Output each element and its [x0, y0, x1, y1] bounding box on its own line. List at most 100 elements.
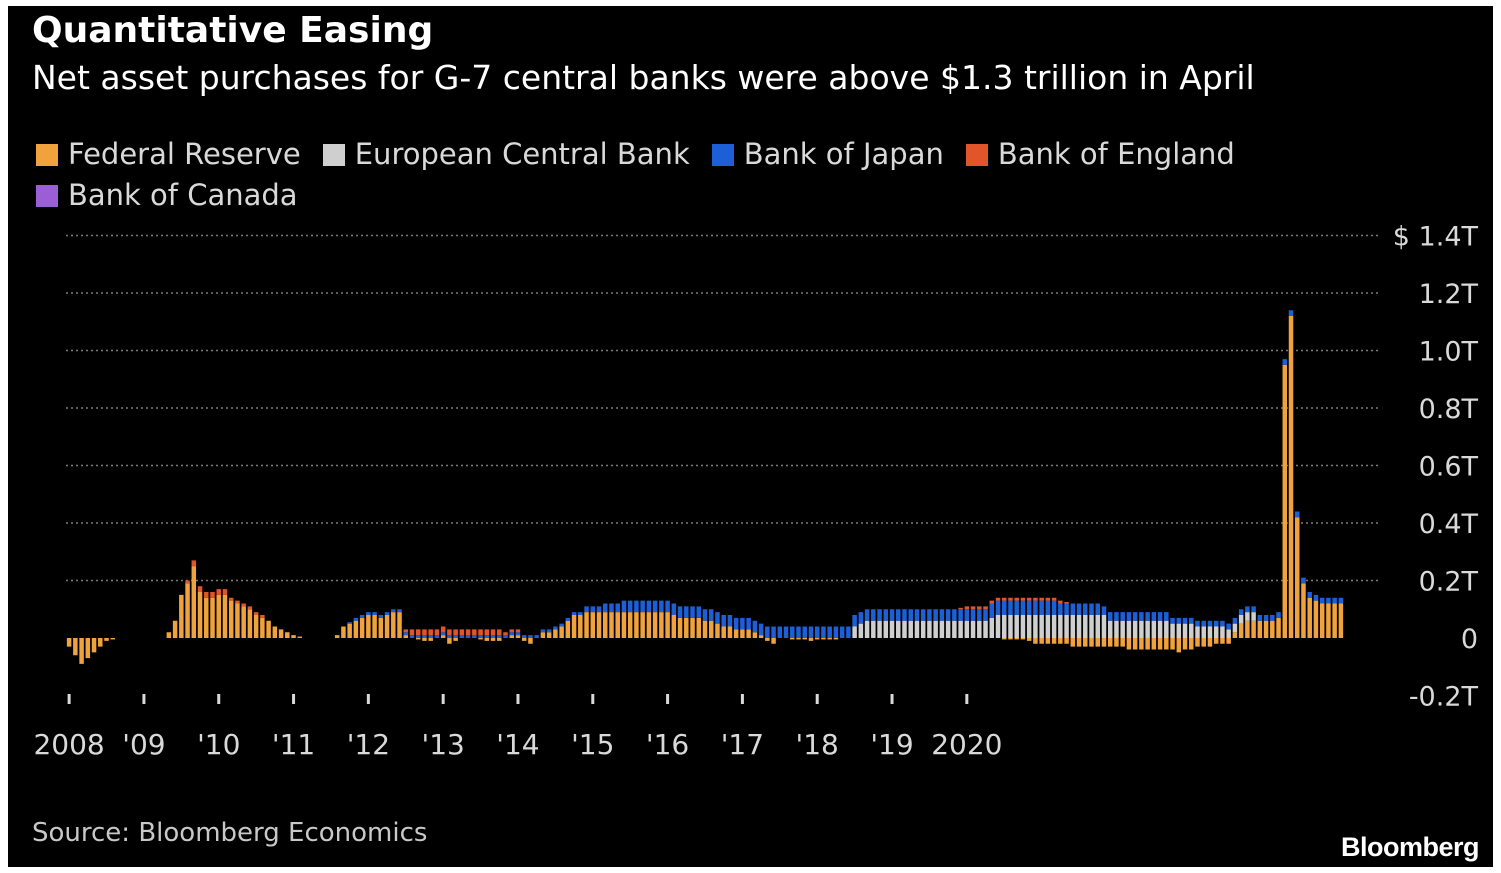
- bar-segment-2-194: [1276, 612, 1281, 618]
- bar-segment-2-169: [1120, 612, 1125, 621]
- bar-segment-1-145: [970, 620, 976, 638]
- bar-segment-1-165: [1095, 615, 1100, 638]
- bar-segment-3-160: [1064, 602, 1069, 604]
- bar-segment-2-92: [640, 600, 645, 613]
- y-tick-label: 0.6T: [1419, 452, 1479, 483]
- bar-segment-2-128: [864, 609, 870, 621]
- bar-segment-0-27: [235, 603, 240, 638]
- bar-segment-3-155: [1033, 597, 1038, 601]
- bar-segment-0-30: [253, 615, 259, 638]
- bar-segment-2-79: [559, 623, 564, 627]
- bar-segment-3-70: [503, 632, 508, 636]
- bar-segment-1-156: [1039, 615, 1044, 638]
- bar-segment-0-0: [66, 638, 72, 647]
- bar-segment-2-197: [1295, 511, 1300, 518]
- bar-segment-2-135: [908, 609, 913, 621]
- bar-segment-2-127: [858, 612, 864, 624]
- bar-segment-2-187: [1232, 617, 1238, 624]
- x-tick-label: '13: [422, 728, 465, 761]
- bar-segment-2-90: [627, 600, 633, 613]
- bar-segment-2-108: [740, 617, 745, 630]
- bar-segment-1-184: [1213, 626, 1219, 638]
- bar-segment-2-155: [1033, 600, 1038, 616]
- legend: Federal Reserve European Central Bank Bank…: [36, 134, 1416, 216]
- bar-segment-1-150: [1001, 615, 1007, 638]
- bar-segment-1-177: [1170, 623, 1175, 639]
- bar-segment-1-166: [1101, 615, 1107, 638]
- bar-segment-2-123: [833, 626, 839, 638]
- bar-segment-3-58: [428, 629, 433, 636]
- bar-segment-0-49: [372, 615, 377, 638]
- bar-segment-0-44: [341, 626, 346, 638]
- bar-segment-0-159: [1058, 638, 1063, 644]
- bar-segment-2-176: [1164, 612, 1169, 621]
- chart-title: Quantitative Easing: [32, 10, 434, 51]
- bar-segment-2-154: [1026, 600, 1032, 616]
- bar-segment-2-196: [1288, 310, 1294, 316]
- bar-segment-0-24: [216, 594, 221, 639]
- bar-segment-3-55: [409, 629, 415, 636]
- bar-segment-0-120: [814, 638, 820, 640]
- bar-segment-2-113: [771, 626, 776, 638]
- bar-segment-2-149: [995, 600, 1001, 616]
- bar-segment-3-67: [484, 629, 490, 636]
- bar-segment-0-160: [1064, 638, 1069, 644]
- bar-segment-2-76: [540, 629, 546, 633]
- bar-segment-2-63: [459, 635, 465, 639]
- bar-segment-3-156: [1039, 597, 1044, 601]
- bar-segment-2-111: [758, 623, 764, 636]
- bar-segment-2-118: [802, 626, 807, 638]
- bar-segment-2-72: [515, 632, 521, 636]
- bar-segment-1-174: [1151, 620, 1157, 638]
- bar-segment-0-94: [652, 612, 658, 639]
- bar-segment-1-167: [1107, 620, 1113, 638]
- bar-segment-0-102: [702, 620, 708, 638]
- bar-segment-0-74: [528, 638, 533, 644]
- bar-segment-0-36: [291, 635, 296, 639]
- legend-label-0: Federal Reserve: [68, 137, 301, 171]
- x-tick-label: '11: [272, 728, 315, 761]
- bar-segment-2-89: [621, 600, 627, 613]
- bar-segment-2-117: [796, 626, 801, 638]
- bar-segment-2-189: [1245, 606, 1250, 613]
- bar-segment-0-50: [378, 617, 384, 639]
- bar-segment-2-69: [497, 635, 502, 639]
- bar-segment-2-71: [509, 632, 514, 636]
- bar-segment-1-161: [1070, 615, 1076, 638]
- bar-segment-1-137: [920, 620, 926, 638]
- bar-segment-2-165: [1095, 603, 1100, 615]
- bar-segment-0-185: [1220, 638, 1225, 644]
- bar-segment-2-161: [1070, 603, 1076, 615]
- bar-segment-1-140: [939, 620, 945, 638]
- bar-segment-3-28: [241, 603, 246, 607]
- bar-segment-2-80: [565, 617, 571, 621]
- bar-segment-0-17: [172, 620, 178, 638]
- bar-segment-3-150: [1001, 597, 1007, 601]
- bar-segment-0-190: [1251, 620, 1256, 638]
- y-tick-label: $ 1.4T: [1393, 222, 1479, 253]
- y-tick-label: 0.2T: [1419, 567, 1479, 598]
- bar-segment-0-165: [1095, 638, 1100, 647]
- bar-segment-0-176: [1164, 638, 1169, 650]
- bar-segment-2-96: [665, 600, 670, 613]
- bar-segment-0-19: [185, 583, 190, 639]
- bar-segment-2-145: [970, 609, 976, 621]
- bar-segment-2-120: [814, 626, 820, 638]
- bar-segment-0-51: [384, 615, 390, 638]
- bar-segment-2-68: [490, 635, 496, 639]
- bar-segment-0-169: [1120, 638, 1125, 647]
- bar-segment-2-60: [440, 632, 446, 636]
- x-tick-label: '19: [870, 728, 913, 761]
- bar-segment-1-148: [989, 617, 995, 639]
- bar-segment-2-185: [1220, 620, 1225, 627]
- bar-segment-0-32: [266, 620, 271, 638]
- bar-segment-0-103: [708, 620, 714, 638]
- bar-segment-3-71: [509, 629, 514, 633]
- bar-segment-0-184: [1213, 638, 1219, 644]
- bar-segment-0-121: [821, 638, 826, 640]
- bar-segment-3-24: [216, 589, 221, 595]
- bar-segment-2-124: [839, 626, 845, 638]
- bar-segment-0-123: [833, 638, 839, 640]
- bar-segment-1-153: [1020, 615, 1026, 638]
- bar-segment-0-104: [715, 623, 720, 639]
